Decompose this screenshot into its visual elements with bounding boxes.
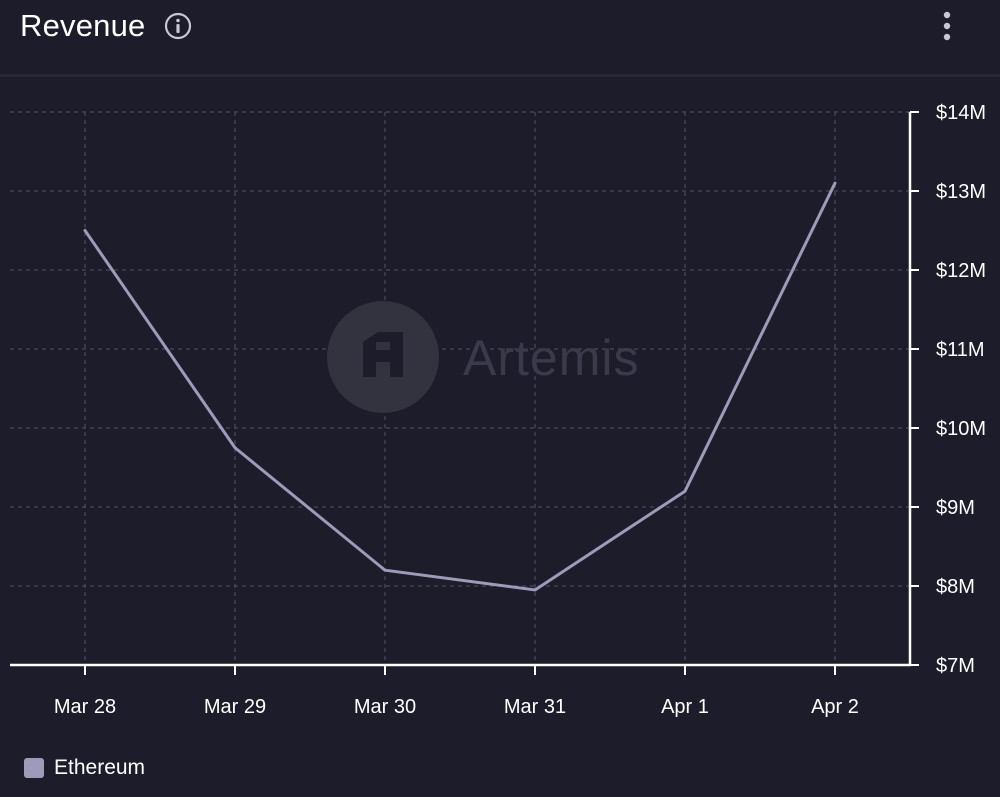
x-tick-label: Mar 30 <box>354 696 416 718</box>
x-tick-label: Mar 31 <box>504 696 566 718</box>
watermark-text: Artemis <box>463 330 639 386</box>
more-vertical-icon[interactable] <box>936 10 958 44</box>
chart-series <box>83 181 837 592</box>
info-icon[interactable] <box>164 12 192 40</box>
y-tick-label: $8M <box>936 576 975 598</box>
y-tick-label: $10M <box>936 418 986 440</box>
x-tick-label: Apr 1 <box>661 696 709 718</box>
y-tick-label: $9M <box>936 497 975 519</box>
legend-item-ethereum[interactable]: Ethereum <box>24 756 145 780</box>
x-tick-label: Mar 29 <box>204 696 266 718</box>
legend-label: Ethereum <box>54 756 146 779</box>
artemis-logo-icon <box>327 301 439 413</box>
revenue-line-chart: Artemis $7M $8M $9M $10M $11M $12M $13M $14M Mar… <box>10 102 986 718</box>
x-tick-label: Apr 2 <box>811 696 859 718</box>
chart-grid <box>10 111 910 665</box>
y-tick-label: $13M <box>936 181 986 203</box>
y-tick-label: $11M <box>936 339 985 361</box>
watermark: Artemis <box>327 301 639 413</box>
y-tick-label: $7M <box>936 655 975 677</box>
chart-tick-labels: $7M $8M $9M $10M $11M $12M $13M $14M Mar 28 Mar 2… <box>54 102 986 718</box>
header-divider <box>0 74 1000 77</box>
chart-axes <box>10 111 919 675</box>
x-tick-label: Mar 28 <box>54 696 116 718</box>
chart-header: Revenue <box>0 0 1000 74</box>
series-line-ethereum <box>83 181 837 592</box>
y-tick-label: $12M <box>936 260 986 282</box>
y-tick-label: $14M <box>936 102 986 124</box>
chart-title: Revenue <box>20 8 146 43</box>
legend-swatch <box>24 758 44 778</box>
